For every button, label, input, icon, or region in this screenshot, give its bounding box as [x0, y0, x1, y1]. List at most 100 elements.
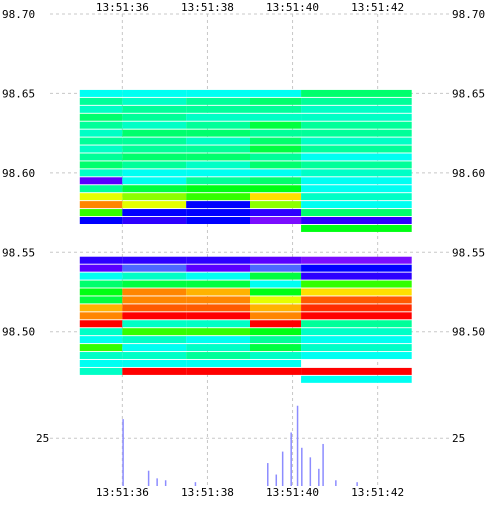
- heatmap-cell: [186, 359, 250, 367]
- price-tick-label-right: 98.50: [452, 326, 485, 339]
- axis-labels-layer: 13:51:36 13:51:36 13:51:38 13:51:38 13:51:40…: [2, 1, 485, 499]
- heatmap-cell: [79, 344, 123, 352]
- heatmap-cell: [79, 336, 123, 344]
- heatmap-cell: [186, 105, 250, 113]
- x-tick-label-top: 13:51:38: [181, 1, 234, 14]
- heatmap-cell: [122, 161, 187, 169]
- heatmap-cell: [122, 113, 187, 121]
- heatmap-cell: [301, 367, 412, 375]
- volume-bar: [156, 478, 158, 486]
- heatmap-cell: [250, 328, 302, 336]
- heatmap-cell: [301, 161, 412, 169]
- heatmap-cell: [79, 256, 123, 264]
- heatmap-cell: [250, 304, 302, 312]
- volume-bar: [301, 447, 303, 486]
- heatmap-cell: [122, 177, 187, 185]
- heatmap-cell: [250, 256, 302, 264]
- heatmap-cell: [250, 272, 302, 280]
- heatmap-cell: [122, 288, 187, 296]
- heatmap-cell: [122, 137, 187, 145]
- heatmap-cell: [122, 185, 187, 193]
- heatmap-cell: [122, 359, 187, 367]
- volume-bar: [296, 405, 299, 486]
- volume-tick-label-left: 25: [36, 432, 49, 445]
- heatmap-cell: [186, 121, 250, 129]
- heatmap-cell: [122, 272, 187, 280]
- heatmap-cell: [301, 272, 412, 280]
- heatmap-cell: [186, 328, 250, 336]
- heatmap-cell: [186, 89, 250, 97]
- heatmap-cell: [186, 312, 250, 320]
- heatmap-cell: [79, 97, 123, 105]
- heatmap-cell: [186, 97, 250, 105]
- heatmap-cell: [122, 280, 187, 288]
- heatmap-cell: [186, 256, 250, 264]
- volume-bar: [147, 470, 150, 486]
- heatmap-cell: [250, 89, 302, 97]
- heatmap-cell: [301, 129, 412, 137]
- heatmap-cell: [122, 367, 187, 375]
- heatmap-cell: [79, 217, 123, 225]
- heatmap-cell: [301, 296, 412, 304]
- heatmap-cell: [122, 153, 187, 161]
- heatmap-cell: [79, 359, 123, 367]
- heatmap-cell: [186, 280, 250, 288]
- heatmap-cell: [79, 137, 123, 145]
- heatmap-cell: [301, 105, 412, 113]
- volume-bar: [356, 482, 358, 486]
- volume-bar: [322, 443, 324, 486]
- heatmap-cell: [186, 367, 250, 375]
- heatmap-cell: [301, 201, 412, 209]
- heatmap-cell: [122, 296, 187, 304]
- heatmap-cell: [122, 97, 187, 105]
- heatmap-cell: [186, 177, 250, 185]
- heatmap-cell: [301, 145, 412, 153]
- heatmap-cell: [250, 161, 302, 169]
- heatmap-cell: [79, 177, 123, 185]
- heatmap-cell: [301, 89, 412, 97]
- heatmap-cell: [250, 177, 302, 185]
- heatmap-cell: [301, 264, 412, 272]
- heatmap-cell: [79, 89, 123, 97]
- heatmap-cell: [301, 209, 412, 217]
- heatmap-cell: [301, 121, 412, 129]
- heatmap-cell: [79, 320, 123, 328]
- heatmap-cell: [79, 113, 123, 121]
- heatmap-cell: [186, 352, 250, 360]
- heatmap-cell: [79, 328, 123, 336]
- heatmap-cell: [250, 280, 302, 288]
- heatmap-cell: [186, 137, 250, 145]
- heatmap-cell: [186, 304, 250, 312]
- heatmap-cell: [79, 312, 123, 320]
- heatmap-cell: [250, 153, 302, 161]
- heatmap-cell: [186, 217, 250, 225]
- heatmap-cell: [301, 328, 412, 336]
- heatmap-cell: [250, 97, 302, 105]
- heatmap-cell: [250, 217, 302, 225]
- volume-bar: [281, 451, 284, 486]
- heatmap-cell: [250, 336, 302, 344]
- heatmap-cell: [186, 153, 250, 161]
- x-tick-label-bottom: 13:51:38: [181, 486, 234, 499]
- heatmap-cell: [186, 320, 250, 328]
- heatmap-cell: [122, 89, 187, 97]
- price-tick-label-left: 98.60: [2, 167, 35, 180]
- heatmap-cell: [250, 312, 302, 320]
- heatmap-cell: [79, 145, 123, 153]
- heatmap-cell: [79, 304, 123, 312]
- heatmap-cell: [250, 209, 302, 217]
- volume-bar: [194, 482, 197, 486]
- heatmap-cell: [79, 296, 123, 304]
- heatmap-cell: [301, 375, 412, 383]
- x-tick-label-top: 13:51:40: [266, 1, 319, 14]
- heatmap-cell: [122, 336, 187, 344]
- volume-bar: [335, 480, 337, 486]
- heatmap-cell: [301, 288, 412, 296]
- heatmap-cell: [79, 352, 123, 360]
- x-tick-label-bottom: 13:51:40: [266, 486, 319, 499]
- price-tick-label-left: 98.55: [2, 246, 35, 259]
- heatmap-cell: [250, 264, 302, 272]
- heatmap-cell: [122, 193, 187, 201]
